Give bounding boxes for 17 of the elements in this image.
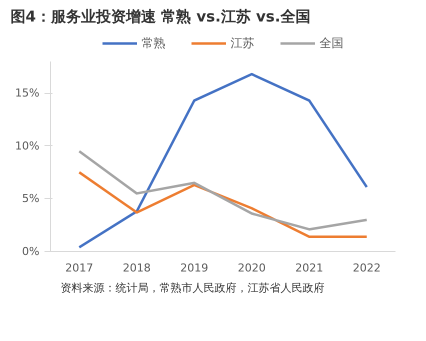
x-tick-label: 2018 [122,262,151,274]
y-tick-label: 5% [22,192,40,206]
text: 资料来源：统计局，常熟市人民政府，江苏省人民政府 [60,282,324,294]
x-tick-label: 2017 [65,262,94,274]
legend-label: 全国 [320,34,344,52]
chart-title: 图4：服务业投资增速 常熟 vs.江苏 vs.全国 [10,8,310,26]
x-tick-label: 2022 [352,262,381,274]
x-tick-label: 2020 [238,262,266,274]
y-tick-label: 15% [15,86,40,100]
legend-label: 江苏 [230,34,254,52]
legend-label: 常熟 [142,34,166,52]
line-series [78,150,368,231]
y-tick-label: 10% [15,139,40,152]
x-tick-label: 2021 [295,262,324,274]
x-tick-label: 2019 [180,262,208,274]
line-series [78,72,368,249]
y-tick-label: 0% [22,245,40,258]
